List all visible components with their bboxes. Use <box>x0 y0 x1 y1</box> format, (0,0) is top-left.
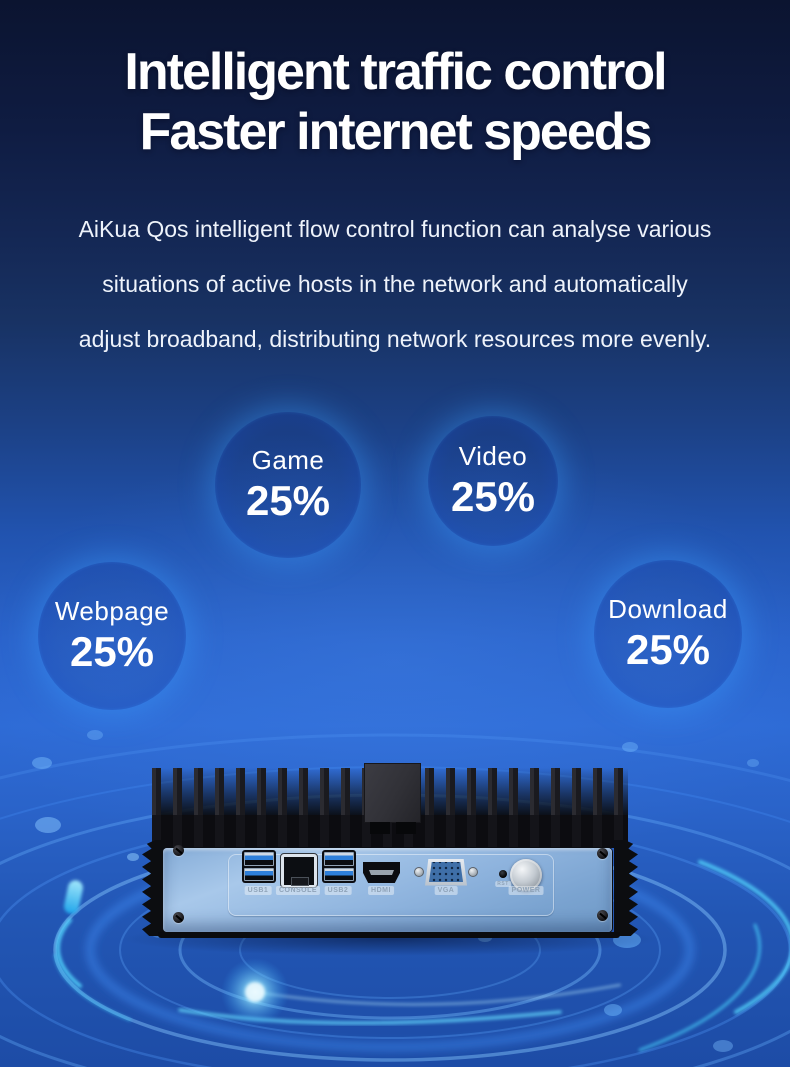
power-button <box>510 859 542 891</box>
usb-slot <box>324 852 354 866</box>
bubble-value: 25% <box>69 628 155 675</box>
usb-slot <box>244 852 274 866</box>
vga-port <box>414 856 478 888</box>
bubble-game: Game 25% <box>215 412 361 558</box>
vga-screw-nut <box>468 867 478 877</box>
page-title: Intelligent traffic control Faster inter… <box>0 42 790 162</box>
page-title-line-2: Faster internet speeds <box>139 103 653 161</box>
vga-screw-nut <box>414 867 424 877</box>
bubble-label: Webpage <box>54 596 170 626</box>
chassis-bottom-edge <box>158 932 620 938</box>
port-label-usb2: USB2 <box>324 886 352 895</box>
vent-slot <box>370 822 390 834</box>
bubble-value: 25% <box>245 477 331 524</box>
description-text: AiKua Qos intelligent flow control funct… <box>0 202 790 367</box>
bubble-value: 25% <box>450 473 536 520</box>
screw-icon <box>173 912 184 923</box>
description-line: adjust broadband, distributing network r… <box>78 326 712 352</box>
screw-icon <box>173 845 184 856</box>
water-ripple-graphic <box>0 730 790 1067</box>
page-title-line-1: Intelligent traffic control <box>124 43 667 101</box>
usb2-port <box>322 850 356 883</box>
vga-pin-face <box>429 862 463 882</box>
bubble-video: Video 25% <box>428 416 558 546</box>
console-port <box>281 854 317 887</box>
bubble-download: Download 25% <box>594 560 742 708</box>
reset-pinhole <box>499 870 507 878</box>
port-label-console: CONSOLE <box>275 886 321 895</box>
heatsink-top-block <box>365 764 420 822</box>
usb-slot <box>324 867 354 881</box>
bubble-label: Video <box>458 441 528 471</box>
bubble-label: Download <box>608 594 728 624</box>
usb-slot <box>244 867 274 881</box>
vent-slot <box>396 822 416 834</box>
panel-outline <box>228 854 554 916</box>
hdmi-port <box>363 862 400 883</box>
port-label-usb1: USB1 <box>244 886 272 895</box>
bubble-label: Game <box>251 445 325 475</box>
description-line: AiKua Qos intelligent flow control funct… <box>78 216 712 242</box>
port-label-rst: RST <box>495 881 511 887</box>
screw-icon <box>597 848 608 859</box>
vga-connector <box>425 858 467 886</box>
screw-icon <box>597 910 608 921</box>
port-label-vga: VGA <box>434 886 458 895</box>
bubble-webpage: Webpage 25% <box>38 562 186 710</box>
bubble-value: 25% <box>625 626 711 673</box>
mini-pc-photo: USB1 CONSOLE USB2 HDMI VGA RST POWER <box>142 756 638 938</box>
port-label-power: POWER <box>508 886 544 895</box>
description-line: situations of active hosts in the networ… <box>102 271 688 297</box>
port-label-hdmi: HDMI <box>368 886 394 895</box>
usb1-port <box>242 850 276 883</box>
